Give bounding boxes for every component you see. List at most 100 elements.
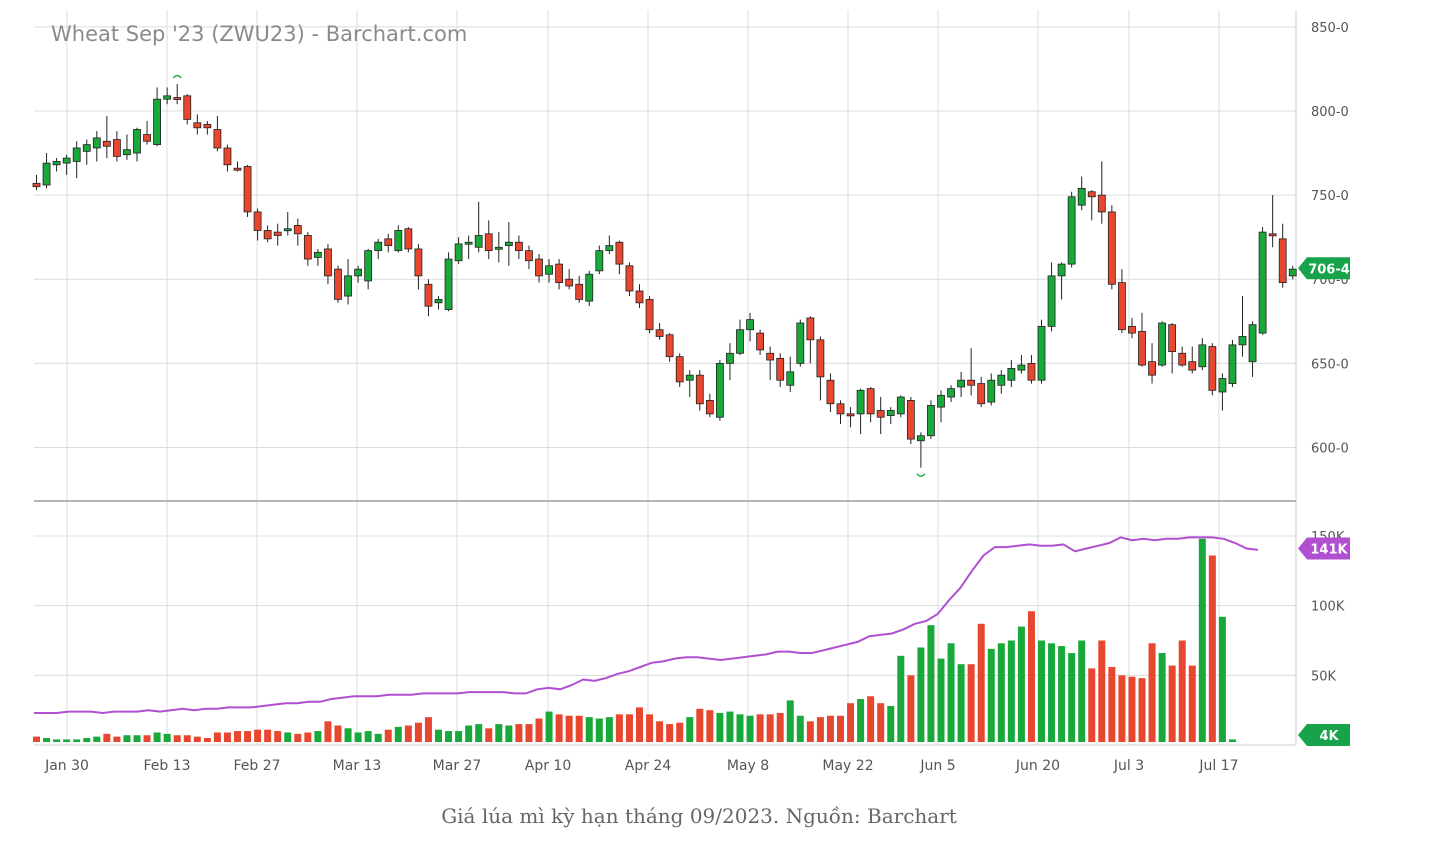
volume-bar <box>1168 665 1176 742</box>
date-tick-label: Jul 17 <box>1198 758 1238 774</box>
volume-bar <box>1158 653 1166 742</box>
candle-body <box>896 396 905 415</box>
candle <box>113 131 121 162</box>
candle <box>816 336 825 401</box>
candle <box>303 232 312 266</box>
date-tick-label: Mar 13 <box>333 758 382 774</box>
candle <box>434 296 443 310</box>
candle <box>665 333 674 362</box>
candle-body <box>947 388 955 398</box>
candle-body <box>1107 211 1116 285</box>
candle <box>756 329 764 355</box>
candle-body <box>223 147 232 166</box>
volume-bar <box>977 623 985 742</box>
volume-bar <box>234 731 241 742</box>
date-tick-label: Feb 27 <box>233 758 280 774</box>
candle-body <box>173 97 182 100</box>
candle <box>1218 373 1227 411</box>
candle <box>203 121 212 135</box>
candle <box>1198 338 1207 371</box>
candle-body <box>62 157 71 164</box>
candle <box>1158 321 1166 367</box>
volume-bar <box>53 739 61 742</box>
volume-bar <box>666 724 674 742</box>
candle-body <box>354 268 363 277</box>
candle <box>143 121 151 145</box>
volume-bar <box>324 721 332 742</box>
candle-body <box>273 231 282 236</box>
volume-bar <box>907 675 915 742</box>
candle-body <box>303 235 312 260</box>
volume-bar <box>1048 643 1056 742</box>
candle <box>484 220 493 260</box>
volume-bar <box>43 738 51 742</box>
candle <box>123 134 131 160</box>
date-tick-label: Apr 24 <box>625 758 672 774</box>
price-volume-chart: 600-0650-0700-0750-0800-0850-050K100K150… <box>32 10 1350 774</box>
candle <box>695 370 704 411</box>
candle <box>324 243 332 285</box>
volume-bar <box>706 710 714 742</box>
candle <box>655 322 664 340</box>
candle-body <box>625 265 634 292</box>
candle <box>313 248 322 266</box>
candle-body <box>143 134 151 142</box>
candle-body <box>1077 187 1086 206</box>
volume-bar <box>153 732 161 742</box>
candle-body <box>635 290 644 304</box>
candle-body <box>1238 336 1247 346</box>
last-price-badge: 706-4 <box>1298 257 1350 280</box>
candle-body <box>786 371 795 386</box>
candle-body <box>665 334 674 358</box>
candle <box>685 370 694 398</box>
volume-bar <box>264 729 272 742</box>
candle-body <box>575 283 584 300</box>
candle-body <box>977 383 986 405</box>
candle <box>1107 205 1116 290</box>
candle <box>1138 312 1146 367</box>
chart-title: Wheat Sep '23 (ZWU23) - Barchart.com <box>51 22 468 46</box>
candle <box>876 397 885 435</box>
volume-bar <box>585 717 593 742</box>
candle-body <box>1258 231 1267 334</box>
candle <box>454 237 463 265</box>
candle-body <box>1168 324 1177 353</box>
date-tick-label: Apr 10 <box>525 758 571 774</box>
candle-body <box>52 161 61 166</box>
volume-bar <box>424 717 432 742</box>
candle <box>1047 262 1056 332</box>
candle <box>173 84 182 105</box>
candle-body <box>515 241 523 252</box>
volume-bars <box>33 538 1236 742</box>
volume-bar <box>344 728 352 742</box>
candle <box>464 235 473 260</box>
open-interest-badge-label: 141K <box>1310 543 1348 558</box>
volume-bar <box>435 729 442 742</box>
candle <box>927 400 935 440</box>
candle-body <box>535 258 543 277</box>
candle-body <box>203 124 212 129</box>
volume-bar <box>535 718 543 742</box>
candle <box>716 360 724 421</box>
candle <box>1017 354 1026 374</box>
candle-body <box>32 182 41 188</box>
candle <box>555 259 563 290</box>
candle-body <box>374 241 383 252</box>
volume-bar <box>254 729 262 742</box>
volume-bar <box>113 736 121 742</box>
candle-body <box>253 211 262 231</box>
volume-bar <box>615 714 623 742</box>
volume-bar <box>1068 653 1076 742</box>
candle <box>595 245 604 275</box>
volume-bar <box>485 728 493 742</box>
candle <box>947 385 955 403</box>
volume-bar <box>726 711 734 742</box>
candle <box>625 262 634 297</box>
candle <box>32 174 41 191</box>
price-tick-label: 650-0 <box>1311 357 1349 372</box>
candle-body <box>645 299 654 331</box>
volume-bar <box>575 715 583 742</box>
candle-body <box>906 399 915 440</box>
volume-bar <box>987 648 995 742</box>
candle-body <box>1148 361 1156 376</box>
